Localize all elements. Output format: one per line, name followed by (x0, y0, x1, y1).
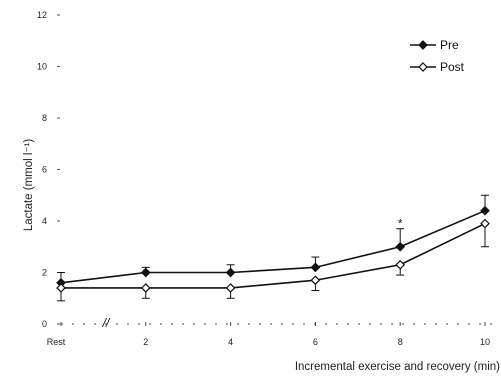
legend-marker (418, 62, 428, 72)
y-tick-label: 4 (42, 216, 47, 226)
y-tick-label: 2 (42, 268, 47, 278)
x-tick-label: 10 (480, 337, 490, 347)
y-tick-label: 6 (42, 165, 47, 175)
data-point (310, 262, 321, 273)
data-point (140, 267, 151, 278)
x-tick-label: 4 (228, 337, 233, 347)
series-pre (56, 194, 490, 288)
data-point (310, 275, 321, 286)
legend-label: Pre (440, 38, 459, 52)
legend-item-pre: Pre (410, 38, 459, 52)
y-axis-title: Lactate (mmol l⁻¹) (23, 139, 35, 232)
x-tick-label: Rest (47, 337, 66, 347)
data-point (140, 283, 151, 293)
legend-marker (418, 40, 428, 50)
axis-break-mark: // (102, 316, 111, 330)
series-line (61, 222, 486, 289)
data-point (480, 205, 490, 216)
y-tick-label: 12 (37, 10, 47, 20)
legend-item-post: Post (410, 60, 465, 74)
x-tick-label: 6 (313, 337, 318, 347)
data-point (395, 259, 406, 270)
series-post (56, 218, 490, 302)
significance-asterisk: * (398, 217, 403, 231)
data-point (225, 267, 236, 278)
series-line (60, 209, 486, 284)
data-point (395, 241, 406, 252)
legend-label: Post (440, 60, 465, 74)
x-axis-ticks: Rest 2 4 6 8 10 // (47, 316, 490, 347)
x-axis-title: Incremental exercise and recovery (min) (295, 361, 500, 373)
y-tick-label: 0 (42, 319, 47, 329)
annotations: * (398, 217, 403, 231)
series-layer (56, 194, 490, 302)
y-axis-ticks: 0 2 4 6 8 10 12 (37, 10, 60, 329)
data-point (225, 283, 236, 293)
data-point (56, 283, 66, 293)
y-tick-label: 8 (42, 113, 47, 123)
y-tick-label: 10 (37, 62, 47, 72)
x-tick-label: 2 (143, 337, 148, 347)
data-point (480, 218, 490, 229)
x-tick-label: 8 (398, 337, 403, 347)
legend: Pre Post (410, 38, 465, 74)
